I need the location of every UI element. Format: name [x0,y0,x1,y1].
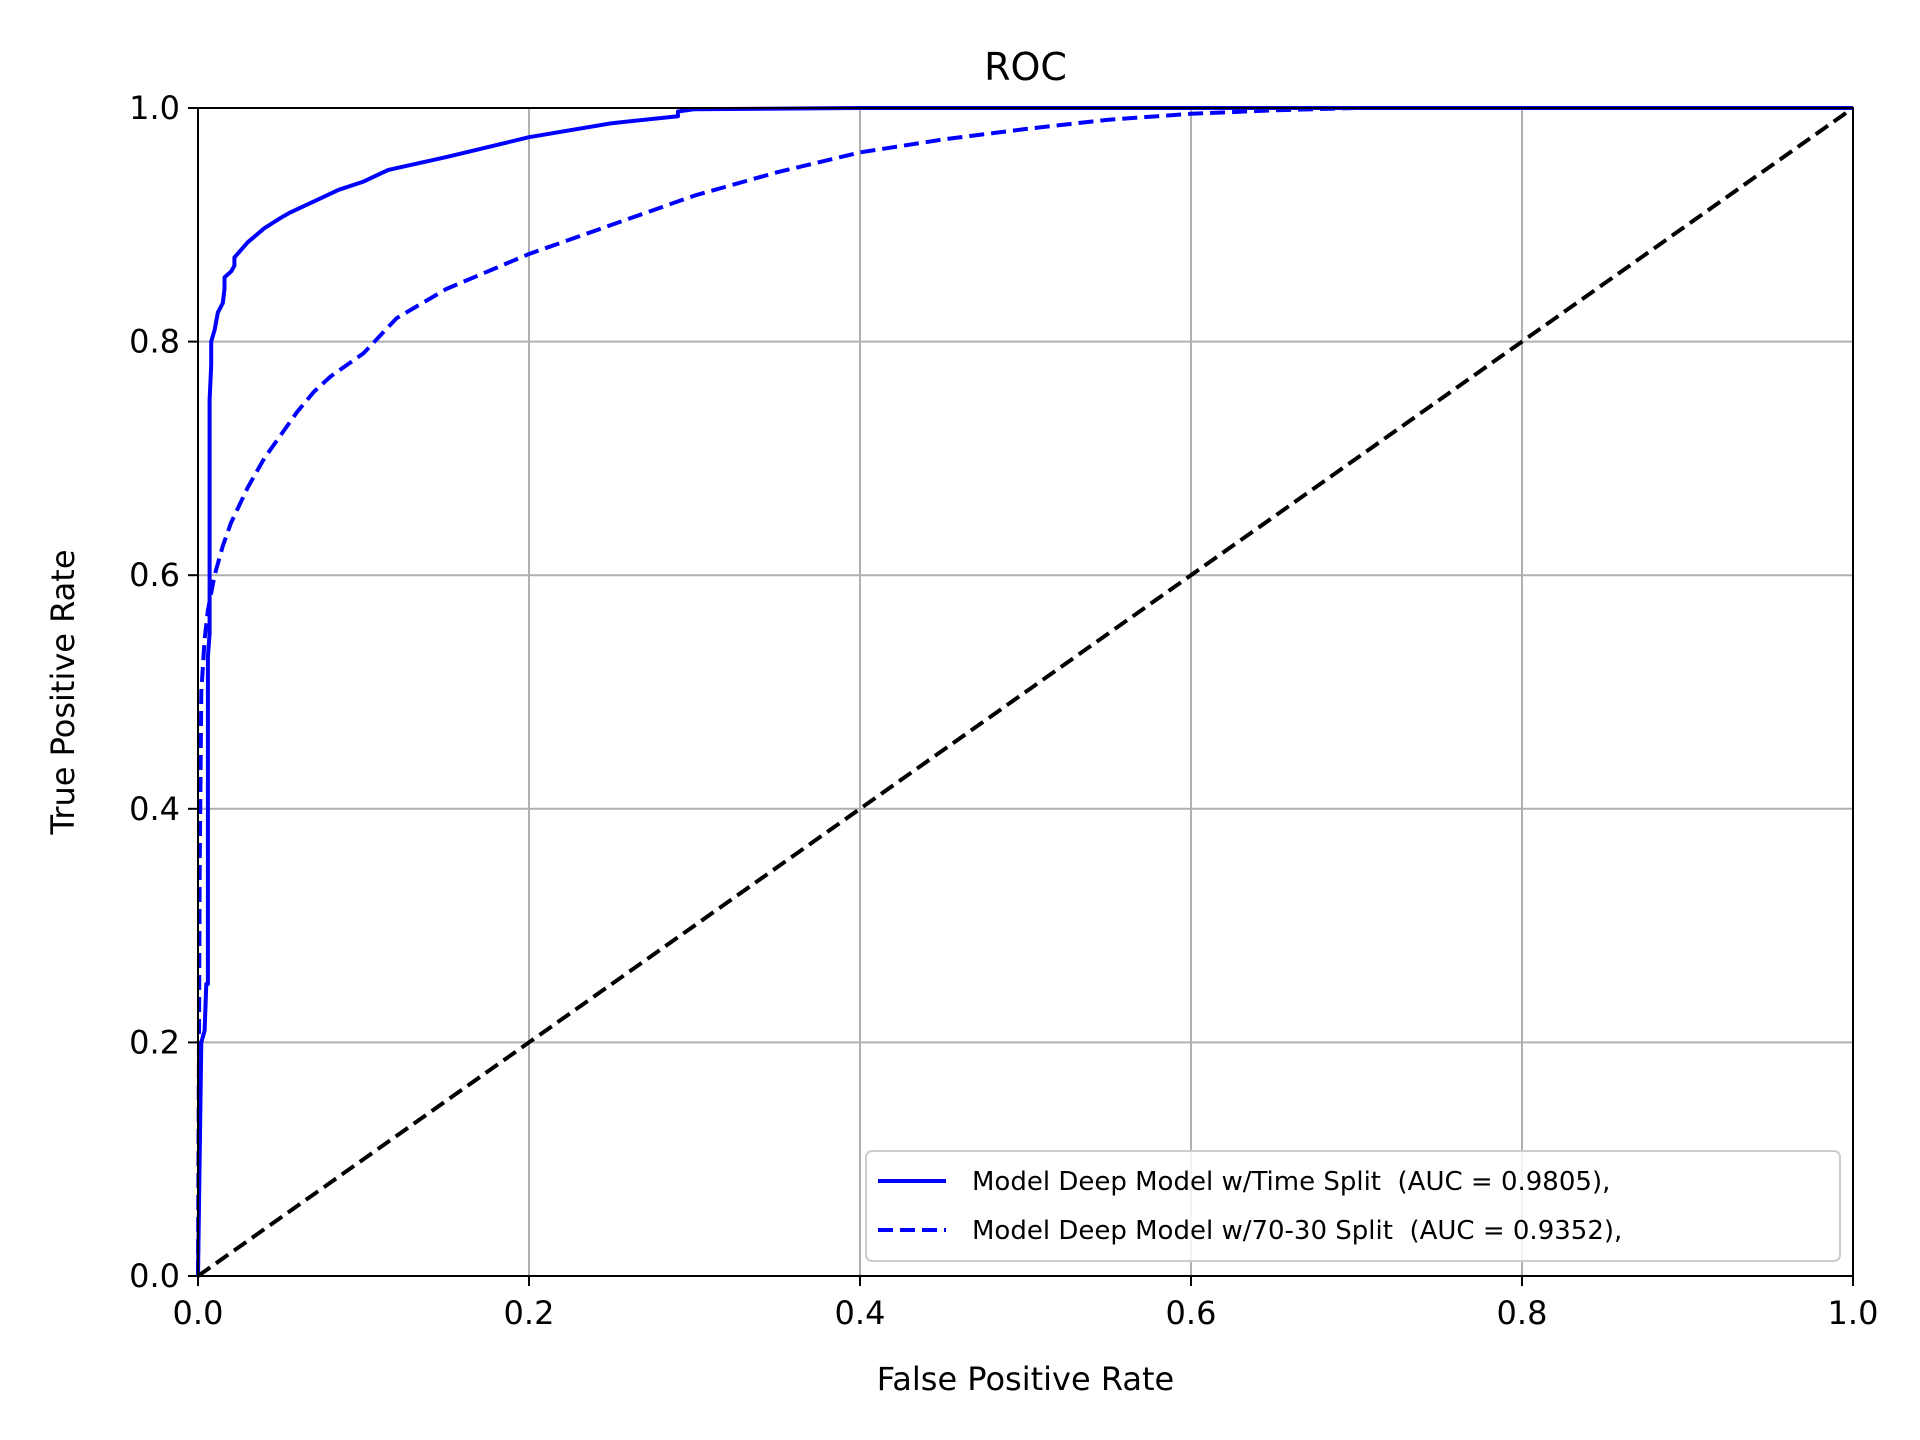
axes-frame [197,107,1854,1277]
y-tick-label: 0.4 [129,790,180,828]
x-tick-label: 0.6 [1166,1294,1217,1332]
y-tick-label: 0.6 [129,556,180,594]
x-tick-label: 0.4 [835,1294,886,1332]
x-axis-label: False Positive Rate [877,1360,1174,1398]
y-tick-label: 1.0 [129,89,180,127]
series-line-chance-diagonal [196,106,1855,1278]
axis-ticks: 0.0 0.2 0.4 0.6 0.8 1.0 0.0 0.2 0.4 0.6 0.8 1.0 [129,89,1878,1332]
x-tick-label: 0.2 [504,1294,555,1332]
x-tick-label: 0.8 [1497,1294,1548,1332]
y-tick-label: 0.0 [129,1257,180,1295]
legend-label-70-30-split: Model Deep Model w/70-30 Split (AUC = 0.… [972,1216,1622,1246]
y-tick-label: 0.8 [129,323,180,361]
x-tick-label: 0.0 [173,1294,224,1332]
chart-title: ROC [984,45,1067,89]
y-axis-label: True Positive Rate [44,549,82,835]
legend-label-time-split: Model Deep Model w/Time Split (AUC = 0.9… [972,1167,1610,1197]
legend: Model Deep Model w/Time Split (AUC = 0.9… [865,1150,1841,1262]
series-line-70-30-split [196,106,1853,1277]
grid [197,107,1854,1277]
x-tick-label: 1.0 [1828,1294,1879,1332]
legend-box [865,1150,1841,1262]
series-line-time-split [196,106,1853,1277]
y-tick-label: 0.2 [129,1023,180,1061]
plot-area [196,106,1855,1278]
